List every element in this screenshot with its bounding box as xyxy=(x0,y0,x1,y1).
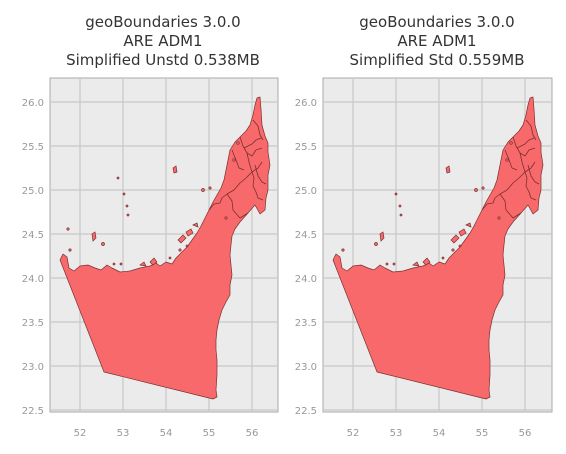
right-mainland-polygon xyxy=(332,96,544,400)
left-xtick-52: 52 xyxy=(74,428,87,439)
left-ytick-26.0: 26.0 xyxy=(22,98,44,109)
left-islands xyxy=(66,141,240,267)
right-ytick-22.5: 22.5 xyxy=(295,406,317,417)
left-yaxis-ticks: 26.0 25.5 25.0 24.5 24.0 23.5 23.0 22.5 xyxy=(22,98,44,417)
left-ytick-23.0: 23.0 xyxy=(22,362,44,373)
right-title-line-2: ARE ADM1 xyxy=(397,32,477,50)
left-title-line-1: geoBoundaries 3.0.0 xyxy=(85,13,241,31)
right-ytick-24.0: 24.0 xyxy=(295,274,317,285)
left-xtick-53: 53 xyxy=(117,428,130,439)
right-title-line-1: geoBoundaries 3.0.0 xyxy=(359,13,515,31)
right-xtick-56: 56 xyxy=(519,428,532,439)
left-ytick-25.0: 25.0 xyxy=(22,186,44,197)
left-xtick-56: 56 xyxy=(246,428,259,439)
right-islands xyxy=(341,141,513,267)
right-xtick-54: 54 xyxy=(433,428,446,439)
right-title-line-3: Simplified Std 0.559MB xyxy=(349,51,525,69)
right-yaxis-ticks: 26.0 25.5 25.0 24.5 24.0 23.5 23.0 22.5 xyxy=(295,98,317,417)
left-xtick-55: 55 xyxy=(203,428,216,439)
left-title-line-2: ARE ADM1 xyxy=(123,32,203,50)
right-ytick-26.0: 26.0 xyxy=(295,98,317,109)
left-xtick-54: 54 xyxy=(160,428,173,439)
left-ytick-22.5: 22.5 xyxy=(22,406,44,417)
left-country-shape xyxy=(59,96,271,400)
left-ytick-24.5: 24.5 xyxy=(22,230,44,241)
left-mainland-polygon xyxy=(59,96,271,400)
right-emirate-borders xyxy=(481,119,540,219)
left-emirate-borders xyxy=(208,119,267,219)
right-ytick-24.5: 24.5 xyxy=(295,230,317,241)
left-ytick-25.5: 25.5 xyxy=(22,142,44,153)
right-ytick-23.5: 23.5 xyxy=(295,318,317,329)
right-xaxis-ticks: 52 53 54 55 56 xyxy=(347,428,532,439)
right-ytick-25.5: 25.5 xyxy=(295,142,317,153)
right-ytick-25.0: 25.0 xyxy=(295,186,317,197)
right-map-panel: 26.0 25.5 25.0 24.5 24.0 23.5 23.0 22.5 … xyxy=(295,77,553,439)
right-xtick-52: 52 xyxy=(347,428,360,439)
right-panel-title: geoBoundaries 3.0.0 ARE ADM1 Simplified … xyxy=(317,13,557,70)
left-title-line-3: Simplified Unstd 0.538MB xyxy=(66,51,260,69)
right-xtick-55: 55 xyxy=(476,428,489,439)
left-panel-title: geoBoundaries 3.0.0 ARE ADM1 Simplified … xyxy=(43,13,283,70)
right-xtick-53: 53 xyxy=(390,428,403,439)
left-xaxis-ticks: 52 53 54 55 56 xyxy=(74,428,259,439)
right-ytick-23.0: 23.0 xyxy=(295,362,317,373)
right-country-shape xyxy=(332,96,544,400)
left-ytick-24.0: 24.0 xyxy=(22,274,44,285)
left-ytick-23.5: 23.5 xyxy=(22,318,44,329)
left-map-panel: 26.0 25.5 25.0 24.5 24.0 23.5 23.0 22.5 … xyxy=(22,77,279,439)
